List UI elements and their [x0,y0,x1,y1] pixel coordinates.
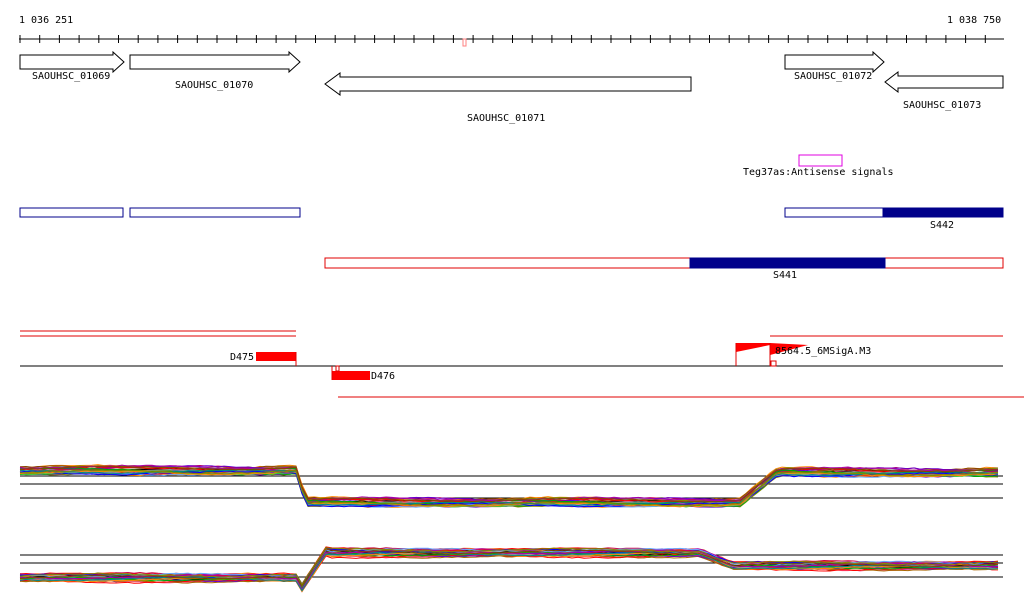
expression-profile-line [19,552,999,592]
expression-profile-line [19,552,999,592]
expression-profile-line [19,469,999,507]
gene-label: SAOUHSC_01073 [903,100,981,111]
signal-d475-label: D475 [230,352,254,363]
gene-SAOUHSC_01073[interactable]: SAOUHSC_01073 [884,70,1004,111]
expression-profile-line [19,553,999,591]
gene-SAOUHSC_01072[interactable]: SAOUHSC_01072 [784,50,885,82]
segment-s441[interactable] [689,257,886,269]
gene-arrow[interactable] [324,72,692,96]
gene-track: SAOUHSC_01069 SAOUHSC_01070 SAOUHSC_0107… [19,50,1004,124]
ruler-ticks [19,35,986,43]
expression-profile-line [19,548,999,587]
coordinate-ruler: 1 036 251 1 038 750 [19,15,1004,47]
gene-arrow[interactable] [129,50,301,74]
signal-d475[interactable] [256,352,296,361]
expression-profile-line [19,553,998,593]
gene-label: SAOUHSC_01069 [32,71,110,82]
antisense-signal-box[interactable] [798,154,843,167]
antisense-label: Teg37as:Antisense signals [743,167,894,178]
gene-arrow[interactable] [784,50,885,74]
expression-profile-line [19,552,999,593]
expression-profile-line [19,551,999,593]
segment-s441-label: S441 [773,270,797,281]
expression-profile-line [19,465,999,503]
ruler-position-marker [462,38,467,47]
gene-label: SAOUHSC_01071 [467,113,545,124]
expression-track-forward [19,464,1003,508]
signal-d476[interactable] [332,371,370,380]
signal-peak[interactable] [736,343,770,352]
segment-box[interactable] [129,207,301,218]
expression-profile-line [19,471,999,508]
expression-profile-line [19,547,999,586]
ruler-end-label: 1 038 750 [947,15,1001,26]
ruler-start-label: 1 036 251 [19,15,73,26]
gene-SAOUHSC_01070[interactable]: SAOUHSC_01070 [129,50,301,91]
signal-d476-label: D476 [371,371,395,382]
gene-label: SAOUHSC_01070 [175,80,253,91]
gene-SAOUHSC_01069[interactable]: SAOUHSC_01069 [19,50,125,82]
antisense-track: Teg37as:Antisense signals [743,154,894,178]
segment-outline[interactable] [324,257,1004,269]
gene-arrow[interactable] [19,50,125,74]
segment-s442-label: S442 [930,220,954,231]
reverse-segment-track: S441 [324,257,1004,281]
expression-profile-line [19,552,999,591]
expression-track-reverse [19,546,1003,593]
signal-peak[interactable] [770,343,808,355]
expression-profile-line [19,468,999,507]
expression-profile-line [19,551,999,592]
gene-label: SAOUHSC_01072 [794,71,872,82]
expression-profile-line [19,551,999,592]
segment-s442[interactable] [882,207,1004,218]
segment-box[interactable] [784,207,884,218]
expression-profile-line [19,549,999,591]
gene-SAOUHSC_01071[interactable]: SAOUHSC_01071 [324,72,692,124]
expression-profile-line [19,465,998,503]
segment-box[interactable] [19,207,124,218]
signal-m3-label: 8564.5_6MSigA.M3 [775,346,871,357]
expression-profile-line [19,553,999,591]
gene-arrow[interactable] [884,70,1004,94]
forward-segment-track: S442 [19,207,1004,231]
signal-track: D475 D476 8564.5_6MSigA.M3 [20,330,1024,398]
expression-profile-line [19,552,999,593]
